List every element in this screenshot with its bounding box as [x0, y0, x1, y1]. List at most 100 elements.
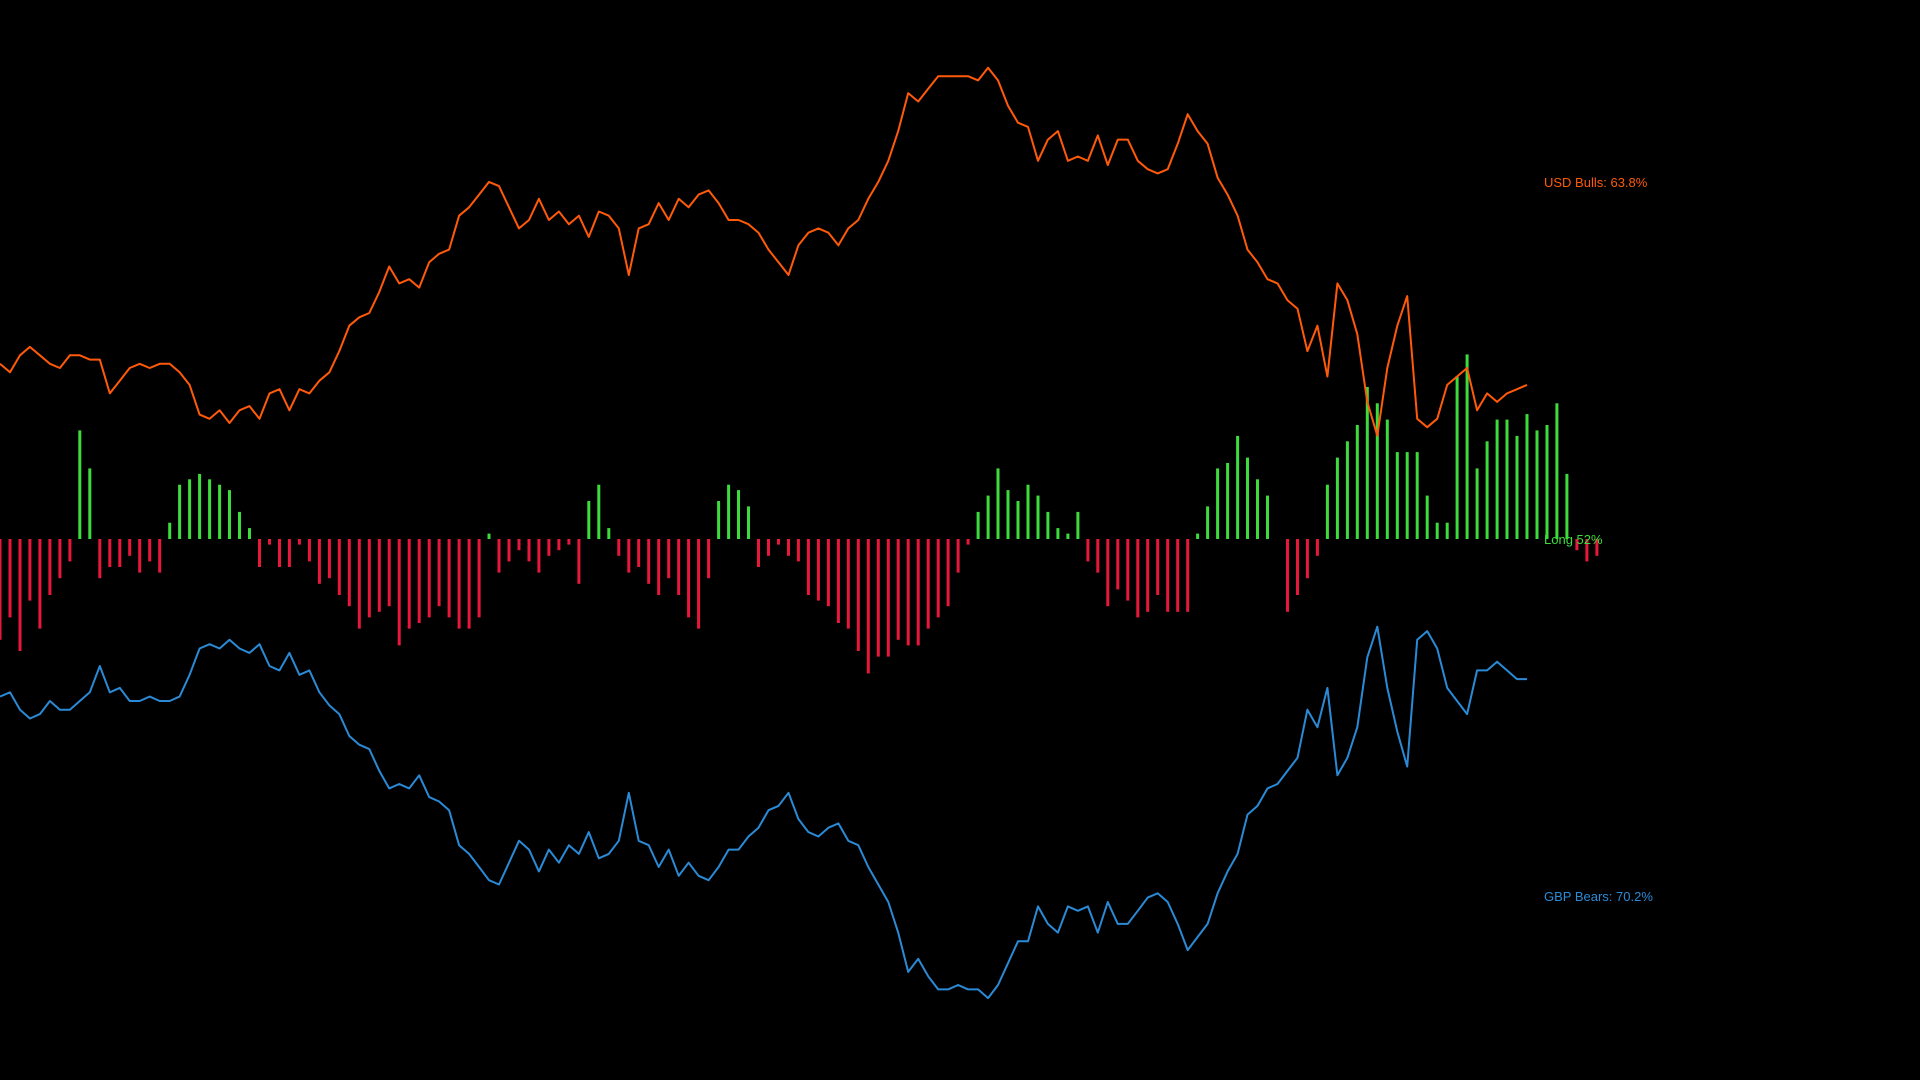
long-bar	[48, 539, 52, 595]
long-bar	[527, 539, 531, 562]
long-bar	[826, 539, 830, 607]
long-bar	[836, 539, 840, 623]
long-bar	[667, 539, 671, 579]
long-bar	[677, 539, 681, 595]
long-bar	[986, 495, 990, 539]
long-bar	[966, 539, 970, 545]
long-bar	[1236, 435, 1240, 539]
long-bar	[427, 539, 431, 618]
long-bar	[936, 539, 940, 618]
long-bar	[1445, 522, 1449, 539]
long-bar	[597, 484, 601, 539]
long-bar	[737, 490, 740, 539]
long-bar	[996, 468, 1000, 539]
long-bar	[477, 539, 481, 618]
long-bar	[707, 539, 711, 579]
long-bar	[1126, 539, 1130, 601]
long-bar	[1575, 539, 1579, 551]
long-bar	[1375, 403, 1379, 539]
long-bar	[1216, 468, 1220, 539]
long-bar	[567, 539, 571, 545]
long-bar	[297, 539, 301, 545]
long-bar	[1585, 539, 1589, 562]
long-bar	[1525, 414, 1529, 539]
gbp-bears-line	[0, 625, 1527, 1000]
long-bar	[1315, 539, 1319, 556]
long-bar	[1475, 468, 1479, 539]
long-bar	[876, 539, 880, 657]
long-bar	[1096, 539, 1100, 573]
long-bar	[1515, 435, 1519, 539]
long-bar	[1505, 419, 1509, 539]
long-bar	[1345, 441, 1349, 539]
long-bar	[1076, 511, 1080, 539]
long-bar	[796, 539, 800, 562]
long-bar	[397, 539, 401, 646]
long-bar	[577, 539, 581, 584]
long-bar	[647, 539, 651, 584]
long-bar	[447, 539, 451, 618]
long-bar	[1256, 479, 1259, 539]
long-bar	[188, 479, 192, 539]
long-bar	[1365, 387, 1369, 539]
long-bar	[1565, 473, 1569, 539]
long-bar	[1056, 528, 1060, 539]
long-bar	[856, 539, 860, 651]
long-bar	[1305, 539, 1309, 579]
long-bar	[238, 511, 241, 539]
long-bar	[896, 539, 900, 640]
long-bar	[218, 484, 222, 539]
long-bar	[1206, 506, 1210, 539]
long-bar	[1186, 539, 1190, 612]
long-bar	[158, 539, 162, 573]
long-bar	[38, 539, 42, 629]
gbp-bears-label: GBP Bears: 70.2%	[1544, 889, 1653, 904]
long-bar	[1385, 419, 1389, 539]
long-bar	[377, 539, 381, 612]
long-bar	[557, 539, 561, 551]
long-bar	[108, 539, 112, 567]
long-bar	[866, 539, 870, 674]
long-bar	[1196, 533, 1200, 539]
long-bar	[307, 539, 311, 562]
long-bar	[1415, 452, 1419, 539]
long-bar	[78, 430, 82, 539]
long-bar	[1016, 501, 1020, 539]
long-bar	[976, 511, 980, 539]
long-bar	[198, 473, 202, 539]
long-bar	[1325, 484, 1329, 539]
long-bar	[258, 539, 261, 567]
long-bar	[946, 539, 950, 607]
long-bar	[367, 539, 371, 618]
long-bar	[926, 539, 930, 629]
long-bar	[248, 528, 251, 539]
long-bar	[1136, 539, 1140, 618]
long-bar	[1026, 484, 1030, 539]
long-bar	[278, 539, 281, 567]
long-bar	[587, 501, 591, 539]
long-bar	[1046, 511, 1050, 539]
long-bar	[627, 539, 631, 573]
long-bar	[1535, 430, 1539, 539]
long-bar	[1086, 539, 1090, 562]
long-bar	[657, 539, 661, 595]
long-bar	[717, 501, 721, 539]
long-bar	[208, 479, 212, 539]
long-bar	[1545, 425, 1549, 539]
long-bar	[1435, 522, 1439, 539]
long-bar	[0, 539, 2, 640]
long-bar	[337, 539, 341, 595]
long-bar	[327, 539, 331, 579]
long-bar	[407, 539, 411, 629]
long-bar	[268, 539, 271, 545]
usd-bulls-label: USD Bulls: 63.8%	[1544, 175, 1648, 190]
long-bar	[128, 539, 132, 556]
long-bar	[1485, 441, 1489, 539]
long-bar	[547, 539, 551, 556]
long-bar	[1405, 452, 1409, 539]
long-bar	[517, 539, 521, 551]
long-bar	[1006, 490, 1010, 539]
long-bar	[387, 539, 391, 607]
long-bar	[287, 539, 291, 567]
